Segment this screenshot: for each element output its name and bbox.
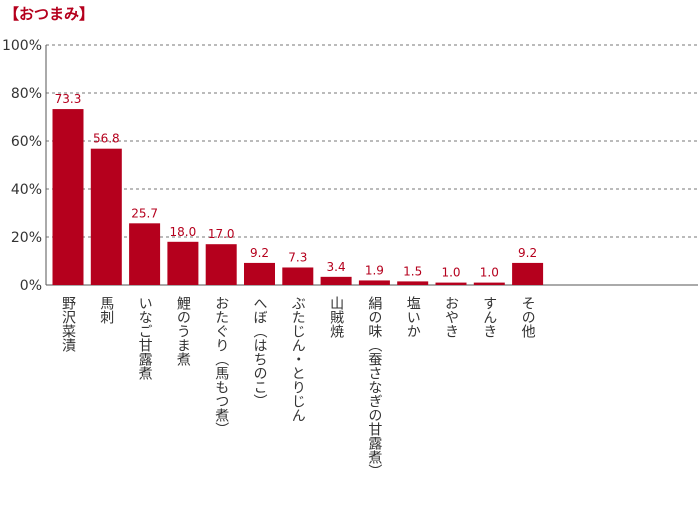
bar <box>473 282 505 285</box>
bar <box>512 262 544 285</box>
category-label: 絹の味（蚕さなぎの甘露煮） <box>366 296 382 478</box>
category-label: へぼ（はちのこ） <box>252 296 268 408</box>
data-label: 9.2 <box>518 246 537 260</box>
category-label: 塩いか <box>405 296 421 338</box>
category-label: その他 <box>520 296 536 339</box>
data-label: 73.3 <box>55 92 82 106</box>
category-label: 馬刺 <box>98 296 114 325</box>
category-label: ぶたじん・とりじん <box>290 296 306 422</box>
bar <box>244 262 275 285</box>
category-label: 山賊焼 <box>328 296 344 338</box>
data-label: 17.0 <box>208 227 235 241</box>
bar <box>358 280 390 285</box>
chart-title: 【おつまみ】 <box>4 5 95 23</box>
data-label: 3.4 <box>327 260 346 274</box>
bar <box>282 267 314 285</box>
data-label: 56.8 <box>93 132 120 146</box>
bar <box>90 148 122 285</box>
data-label: 1.9 <box>365 263 384 277</box>
category-label: おたぐり（馬もつ煮） <box>213 296 229 436</box>
y-tick-label: 0% <box>20 278 42 294</box>
bar <box>435 282 467 285</box>
y-tick-label: 40% <box>11 182 42 198</box>
bar <box>320 276 352 285</box>
bar <box>52 109 84 285</box>
category-label: いなご甘露煮 <box>137 296 153 380</box>
y-tick-label: 100% <box>2 38 42 54</box>
data-label: 18.0 <box>170 225 197 239</box>
bar <box>205 244 237 285</box>
category-label: 野沢菜漬 <box>60 296 76 352</box>
bar <box>167 241 199 285</box>
data-label: 1.0 <box>480 266 499 280</box>
data-label: 25.7 <box>131 206 158 220</box>
y-tick-label: 60% <box>11 134 42 150</box>
bar <box>129 223 161 285</box>
y-tick-label: 80% <box>11 86 42 102</box>
category-label: おやき <box>443 296 459 338</box>
data-label: 7.3 <box>288 250 307 264</box>
bar <box>397 281 429 285</box>
y-tick-label: 20% <box>11 230 42 246</box>
category-label: すんき <box>481 296 497 338</box>
data-label: 1.0 <box>441 266 460 280</box>
data-label: 9.2 <box>250 246 269 260</box>
data-label: 1.5 <box>403 264 422 278</box>
category-label: 鯉のうま煮 <box>175 296 191 366</box>
